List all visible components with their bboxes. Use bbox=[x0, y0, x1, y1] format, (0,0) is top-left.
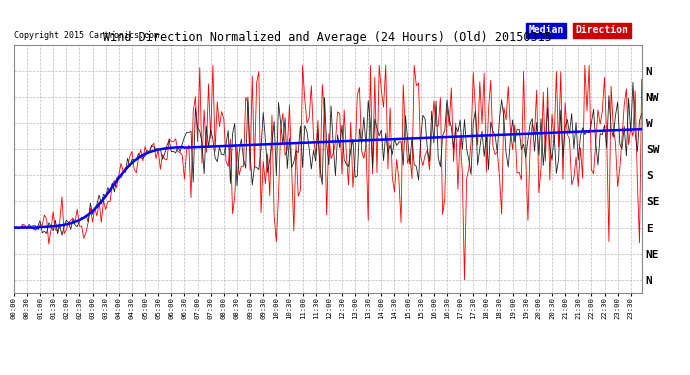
Text: Median: Median bbox=[529, 25, 564, 35]
Text: Copyright 2015 Cartronics.com: Copyright 2015 Cartronics.com bbox=[14, 31, 159, 40]
Title: Wind Direction Normalized and Average (24 Hours) (Old) 20150315: Wind Direction Normalized and Average (2… bbox=[104, 31, 552, 44]
Text: Direction: Direction bbox=[575, 25, 629, 35]
